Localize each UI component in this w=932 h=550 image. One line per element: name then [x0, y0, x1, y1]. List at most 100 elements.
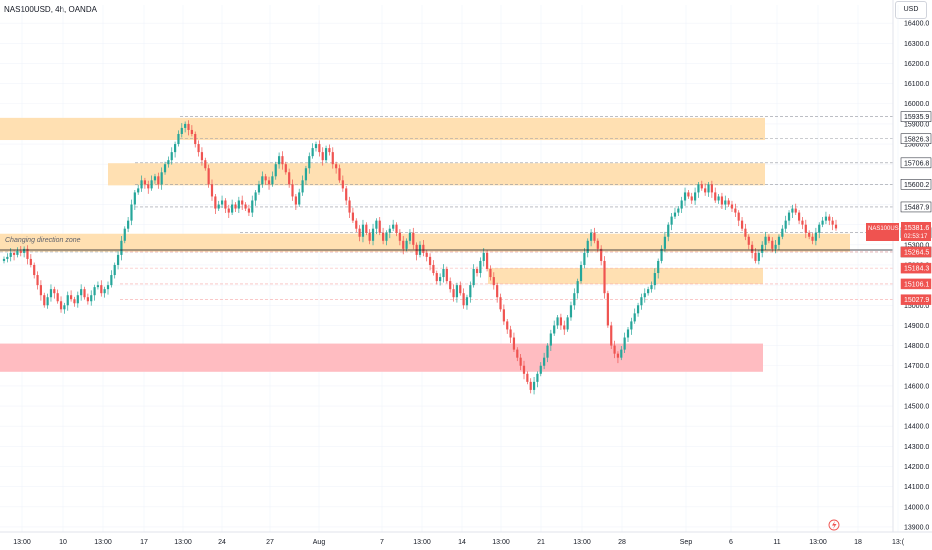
candle-body [620, 349, 623, 358]
candle-body [395, 224, 398, 233]
candle-body [442, 269, 445, 278]
candle-body [365, 224, 368, 233]
price-tick-label: 16200.0 [904, 61, 929, 68]
candle-body [529, 381, 532, 390]
candle-body [814, 232, 817, 241]
price-label: 15264.5 [904, 249, 929, 256]
zone-orange [0, 117, 765, 141]
candle-body [489, 269, 492, 278]
candle-body [80, 289, 83, 296]
candle-body [19, 250, 22, 253]
candle-body [761, 244, 764, 253]
time-tick-label: 13:00 [573, 539, 591, 546]
candle-body [157, 176, 160, 185]
candle-body [650, 285, 653, 290]
candle-body [546, 345, 549, 358]
candle-body [499, 297, 502, 310]
currency-button[interactable]: USD [895, 1, 927, 19]
candle-body [462, 293, 465, 306]
candle-body [834, 224, 838, 229]
candle-body [683, 192, 687, 201]
candle-body [291, 184, 294, 197]
candle-body [308, 156, 311, 169]
candle-body [197, 144, 200, 153]
candle-body [147, 184, 150, 189]
price-tick-label: 13900.0 [904, 524, 929, 531]
price-label: 15106.1 [904, 281, 929, 288]
candle-body [200, 152, 204, 161]
candle-body [234, 204, 237, 209]
candle-body [589, 232, 593, 241]
candle-body [63, 305, 66, 310]
time-tick-label: 13:00 [809, 539, 827, 546]
price-label: 15706.8 [904, 160, 929, 167]
candle-body [143, 180, 147, 185]
candle-body [687, 192, 690, 197]
candle-body [130, 204, 133, 221]
candle-body [435, 273, 438, 282]
candle-body [496, 285, 499, 298]
zones [0, 117, 850, 372]
price-labels: 15935.915826.315706.815600.215487.915360… [900, 111, 932, 305]
candle-body [56, 293, 59, 302]
price-label: 15600.2 [904, 182, 929, 189]
candle-body [740, 220, 744, 229]
candle-body [801, 220, 804, 225]
price-tick-label: 16100.0 [904, 81, 929, 88]
price-label-bg [900, 278, 932, 290]
candle-body [328, 148, 331, 153]
lightning-icon[interactable] [828, 519, 840, 531]
candle-body [697, 184, 700, 193]
candle-body [767, 236, 771, 241]
price-tick-label: 14700.0 [904, 363, 929, 370]
candle-body [784, 220, 787, 229]
candle-body [475, 269, 479, 274]
candle-body [86, 297, 89, 302]
candle-body [724, 200, 727, 205]
price-tick-label: 15000.0 [904, 303, 929, 310]
candle-body [690, 196, 693, 201]
candle-body [338, 168, 341, 181]
chart-title: NAS100USD, 4h, OANDA [4, 5, 97, 14]
candle-body [804, 224, 807, 233]
candle-body [700, 184, 703, 189]
time-tick-label: 24 [218, 539, 226, 546]
candle-body [402, 240, 405, 249]
price-label: 15935.9 [904, 114, 929, 121]
time-tick-label: 13:00 [492, 539, 510, 546]
candle-body [23, 248, 26, 253]
candle-body [459, 285, 462, 294]
candle-body [794, 208, 797, 213]
candle-body [754, 252, 757, 261]
candle-body [324, 148, 328, 161]
candle-body [277, 156, 281, 165]
candle-body [355, 220, 358, 229]
candle-body [573, 293, 576, 306]
candle-body [563, 325, 566, 330]
candle-body [100, 285, 103, 294]
price-axis[interactable]: 16400.0 16300.0 16200.0 16100.0 16000.0 15900… [904, 21, 929, 532]
candle-body [663, 236, 667, 249]
candle-body [583, 252, 586, 265]
candle-body [465, 297, 469, 306]
time-tick-label: 18 [854, 539, 862, 546]
candle-body [127, 220, 130, 229]
candle-body [757, 252, 760, 261]
time-tick-label: 10 [59, 539, 67, 546]
candle-body [348, 200, 351, 213]
candle-body [43, 295, 46, 306]
time-axis[interactable]: 13:00 10 13:00 17 13:00 24 27 Aug 7 13:00 14 13:00 2… [13, 539, 904, 546]
candle-body [311, 148, 314, 157]
candle-body [46, 297, 49, 306]
candle-body [449, 281, 452, 290]
candle-body [113, 264, 116, 276]
candle-body [660, 248, 663, 261]
candle-body [267, 180, 271, 185]
zone-annotation: Changing direction zone [5, 237, 81, 244]
candle-body [811, 236, 814, 241]
candle-body [304, 168, 308, 181]
candle-body [217, 204, 220, 209]
candle-body [600, 248, 603, 261]
candle-body [116, 254, 120, 265]
